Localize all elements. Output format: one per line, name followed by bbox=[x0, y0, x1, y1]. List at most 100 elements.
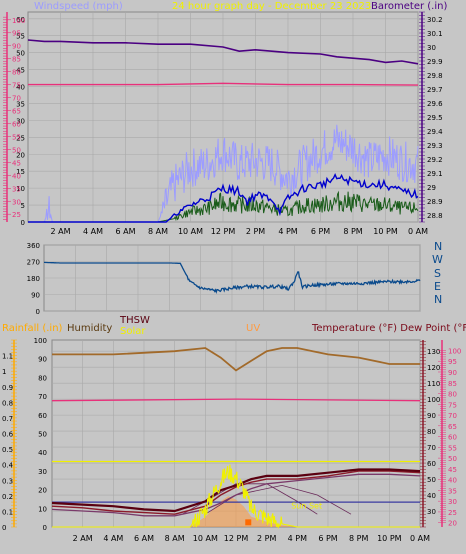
outer-right-tick-label: 45 bbox=[448, 466, 457, 474]
humidity-y-tick-label: 40 bbox=[38, 449, 47, 457]
moon-arc-line bbox=[205, 484, 352, 515]
baro-y-tick-label: 29.9 bbox=[427, 58, 443, 66]
temp-y-tick-label: 40 bbox=[427, 492, 436, 500]
temp-x-tick-label: 6 PM bbox=[318, 534, 337, 543]
rain-y-tick-label: 1.1 bbox=[2, 353, 13, 361]
rain-y-tick-label: 0.2 bbox=[2, 493, 13, 501]
temp-x-tick-label: 4 PM bbox=[288, 534, 307, 543]
outer-right-tick-label: 85 bbox=[448, 380, 457, 388]
direction-y-tick-label: 270 bbox=[27, 259, 40, 267]
humidity-line bbox=[52, 347, 420, 372]
outer-left-tick-label: 40 bbox=[12, 172, 21, 180]
temp-y-tick-label: 80 bbox=[427, 428, 436, 436]
wind-y-tick-label: 40 bbox=[16, 84, 25, 92]
wind-y-tick-label: 45 bbox=[16, 67, 25, 75]
wind-y-tick-label: 60 bbox=[16, 16, 25, 24]
outer-left-tick-label: 90 bbox=[12, 43, 21, 51]
bottom-solar-label: Solar bbox=[120, 326, 146, 337]
outer-left-tick-label: 95 bbox=[12, 30, 21, 38]
rain-y-tick-label: 0.8 bbox=[2, 399, 13, 407]
sun-set-annotation: Sun Set bbox=[291, 501, 322, 510]
outer-right-tick-label: 25 bbox=[448, 509, 457, 517]
outer-level-line bbox=[28, 82, 419, 86]
direction-y-tick-label: 180 bbox=[27, 275, 40, 283]
outer-right-tick-label: 30 bbox=[448, 498, 457, 506]
rain-y-tick-label: 0.3 bbox=[2, 477, 13, 485]
outer-right-tick-label: 35 bbox=[448, 487, 457, 495]
temp-y-tick-label: 100 bbox=[427, 396, 440, 404]
compass-w: W bbox=[432, 253, 443, 266]
rain-y-tick-label: 1 bbox=[2, 368, 6, 376]
bottom-temperature-label: Temperature (°F) Dew Point (°F) bbox=[311, 323, 466, 334]
compass-n-bottom: N bbox=[434, 293, 442, 306]
outer-right-tick-label: 50 bbox=[448, 455, 457, 463]
wind-y-tick-label: 10 bbox=[16, 185, 25, 193]
outer-right-tick-label: 90 bbox=[448, 369, 457, 377]
outer-left-tick-label: 30 bbox=[12, 198, 21, 206]
wind-x-tick-label: 4 AM bbox=[83, 227, 103, 236]
humidity-y-tick-label: 60 bbox=[38, 412, 47, 420]
uv-area bbox=[52, 496, 420, 527]
baro-y-tick-label: 29.7 bbox=[427, 86, 443, 94]
baro-y-tick-label: 29 bbox=[427, 184, 436, 192]
thsw-line bbox=[51, 468, 421, 513]
outer-right-tick-label: 20 bbox=[448, 520, 457, 528]
temp-y-tick-label: 60 bbox=[427, 460, 436, 468]
wind-y-tick-label: 15 bbox=[16, 168, 25, 176]
outer-left-tick-label: 55 bbox=[12, 133, 21, 141]
outer-level-line bbox=[51, 398, 421, 402]
outer-right-tick-label: 100 bbox=[448, 347, 461, 355]
direction-y-tick-label: 360 bbox=[27, 242, 40, 250]
bottom-thsw-label: THSW bbox=[119, 315, 150, 326]
outer-left-tick-label: 100 bbox=[12, 17, 25, 25]
temp-y-tick-label: 50 bbox=[427, 476, 436, 484]
temp-y-tick-label: 130 bbox=[427, 348, 440, 356]
direction-y-tick-label: 0 bbox=[36, 308, 40, 316]
barometer-label: Barometer (.in) bbox=[371, 1, 447, 12]
temp-x-tick-label: 12 PM bbox=[224, 534, 249, 543]
temp-x-tick-label: 4 AM bbox=[103, 534, 123, 543]
rain-y-tick-label: 0 bbox=[2, 524, 6, 532]
solar-line bbox=[52, 464, 420, 530]
bottom-rainfall-label: Rainfall (.in) bbox=[2, 323, 63, 334]
rain-y-tick-label: 0.4 bbox=[2, 462, 14, 470]
windspeed-label: Windspeed (mph) bbox=[34, 1, 123, 12]
wind-x-tick-label: 8 PM bbox=[343, 227, 362, 236]
outer-left-tick-label: 85 bbox=[12, 56, 21, 64]
wind-x-tick-label: 8 AM bbox=[148, 227, 168, 236]
bottom-humidity-label: Humidity bbox=[67, 323, 112, 334]
dew-point-line bbox=[51, 473, 421, 517]
humidity-y-tick-label: 0 bbox=[43, 524, 47, 532]
baro-y-tick-label: 30.2 bbox=[427, 16, 443, 24]
wind-x-tick-label: 12 PM bbox=[211, 227, 236, 236]
humidity-y-tick-label: 20 bbox=[38, 487, 47, 495]
temperature-line bbox=[51, 470, 421, 515]
baro-y-tick-label: 29.4 bbox=[427, 128, 443, 136]
temp-x-tick-label: 10 PM bbox=[377, 534, 402, 543]
wind-x-tick-label: 6 PM bbox=[311, 227, 330, 236]
wind-y-tick-label: 35 bbox=[16, 100, 25, 108]
barometer-line bbox=[27, 39, 419, 65]
outer-left-tick-label: 45 bbox=[12, 159, 21, 167]
temp-y-tick-label: 90 bbox=[427, 412, 436, 420]
humidity-y-tick-label: 30 bbox=[38, 468, 47, 476]
wind-x-tick-label: 0 AM bbox=[408, 227, 428, 236]
temp-y-tick-label: 70 bbox=[427, 444, 436, 452]
humidity-y-tick-label: 90 bbox=[38, 356, 47, 364]
outer-left-tick-label: 80 bbox=[12, 69, 21, 77]
outer-left-tick-label: 60 bbox=[12, 120, 21, 128]
humidity-y-tick-label: 80 bbox=[38, 374, 47, 382]
wind-y-tick-label: 25 bbox=[16, 134, 25, 142]
wind-average-line bbox=[28, 172, 419, 223]
baro-y-tick-label: 30 bbox=[427, 44, 436, 52]
uv-marker bbox=[245, 519, 252, 526]
outer-left-tick-label: 50 bbox=[12, 146, 21, 154]
rain-y-tick-label: 0.9 bbox=[2, 384, 13, 392]
baro-y-tick-label: 28.9 bbox=[427, 198, 443, 206]
temp-x-tick-label: 6 AM bbox=[134, 534, 154, 543]
rain-y-tick-label: 0.7 bbox=[2, 415, 13, 423]
compass-e: E bbox=[434, 280, 441, 293]
outer-right-tick-label: 40 bbox=[448, 477, 457, 485]
outer-right-tick-label: 80 bbox=[448, 391, 457, 399]
